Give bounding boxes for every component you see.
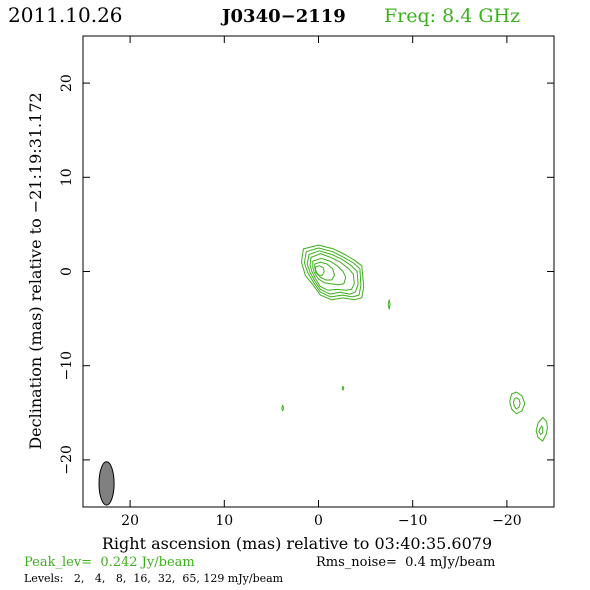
contour-level-5: [312, 257, 347, 286]
contour-component-knot-SW1: [509, 391, 526, 415]
y-axis-label: Declination (mas) relative to −21:19:31.…: [26, 92, 45, 449]
observation-date: 2011.10.26: [8, 3, 123, 27]
contour-level-1: [509, 391, 526, 415]
axis-tick-labels: 20 10 0 −10 −20 20 10 0 −10 −20: [59, 74, 522, 529]
plot-frame: [82, 35, 555, 508]
x-tick-label: 20: [121, 513, 139, 529]
frequency-label: Freq: 8.4 GHz: [384, 5, 520, 27]
contour-level-3: [306, 250, 359, 295]
y-tick-label: 0: [59, 267, 75, 276]
contour-level-4: [309, 253, 355, 291]
x-tick-label: −10: [398, 513, 428, 529]
contour-level-2: [538, 425, 544, 435]
contour-level-1: [535, 417, 548, 442]
x-tick-label: 10: [215, 513, 233, 529]
contour-level-1: [341, 385, 345, 391]
contour-level-2: [513, 397, 521, 410]
contour-levels: Levels: 2, 4, 8, 16, 32, 65, 129 mJy/bea…: [24, 572, 284, 585]
beam-ellipse: [98, 461, 115, 506]
contour-level-1: [301, 244, 365, 301]
contour-level-7: [315, 265, 325, 276]
contour-layer: [281, 244, 548, 442]
contour-level-2: [303, 247, 362, 298]
axis-ticks: [83, 36, 554, 507]
contour-level-1: [281, 404, 285, 412]
y-tick-label: −20: [59, 445, 75, 475]
rms-noise: Rms_noise= 0.4 mJy/beam: [316, 555, 495, 570]
x-tick-label: 0: [314, 513, 323, 529]
source-name: J0340−2119: [220, 6, 346, 27]
contour-component-knot-E: [387, 299, 391, 310]
contour-component-core: [301, 244, 365, 301]
y-tick-label: 10: [59, 168, 75, 186]
contour-component-knot-S2: [281, 404, 285, 412]
contour-level-1: [387, 299, 391, 310]
contour-component-knot-SW2: [535, 417, 548, 442]
y-tick-label: 20: [59, 74, 75, 92]
y-tick-label: −10: [59, 351, 75, 381]
x-axis-label: Right ascension (mas) relative to 03:40:…: [102, 534, 492, 553]
peak-level: Peak_lev= 0.242 Jy/beam: [24, 555, 195, 570]
contour-component-knot-S1: [341, 385, 345, 391]
x-tick-label: −20: [492, 513, 522, 529]
